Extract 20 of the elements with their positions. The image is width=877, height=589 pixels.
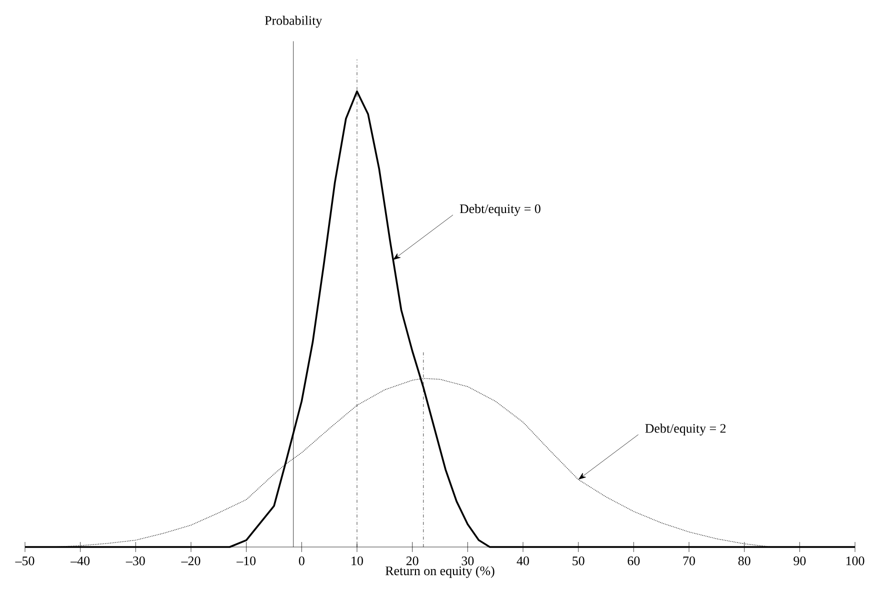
x-tick-label: 10 — [352, 556, 363, 566]
annotation: Debt/equity = 2 — [645, 424, 726, 436]
x-tick-label: 90 — [794, 556, 806, 566]
annotation: Debt/equity = 0 — [460, 204, 540, 216]
x-tick-label: 60 — [628, 556, 640, 566]
x-tick-label: –10 — [236, 556, 256, 566]
x-tick-label: –30 — [126, 556, 145, 566]
x-tick-label: –40 — [70, 556, 90, 566]
x-tick-label: 70 — [683, 556, 695, 566]
x-tick-label: 80 — [738, 556, 750, 566]
x-tick-label: 20 — [406, 556, 418, 566]
x-axis-title: Return on equity (%) — [386, 566, 494, 578]
x-tick-label: 100 — [846, 556, 864, 566]
x-tick-label: –20 — [181, 556, 200, 566]
x-tick-label: –50 — [15, 556, 34, 566]
x-tick-label: 0 — [298, 556, 304, 566]
x-tick-label: 30 — [462, 556, 474, 566]
x-tick-label: 40 — [516, 556, 529, 566]
y-axis-title: Probability — [264, 16, 322, 28]
x-tick-label: 50 — [572, 556, 584, 566]
